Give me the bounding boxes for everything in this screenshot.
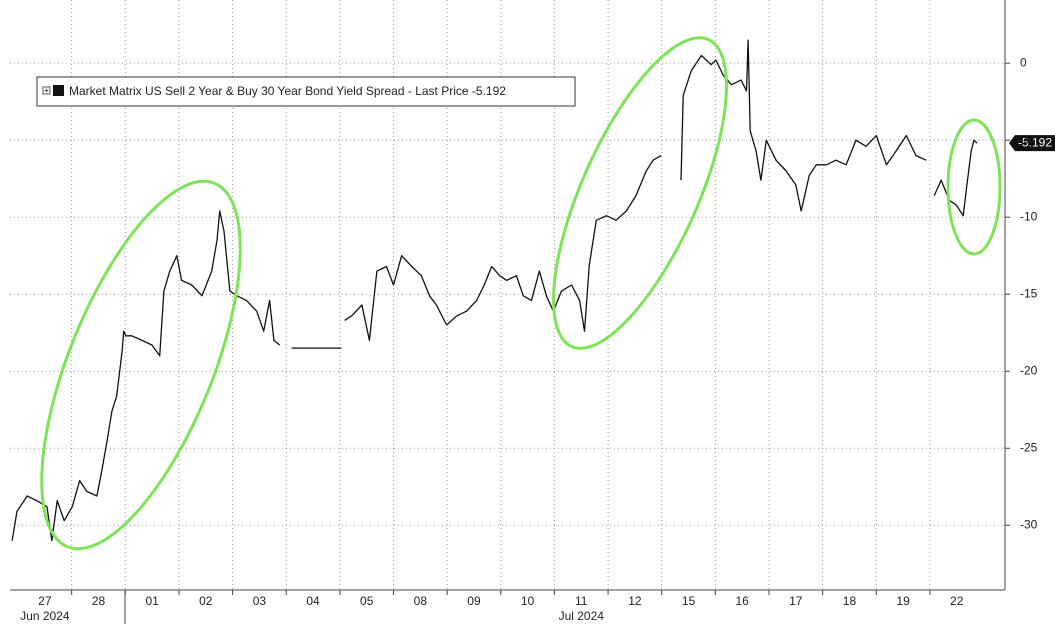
y-tick-label: -20 bbox=[1020, 363, 1038, 377]
x-tick-label: 03 bbox=[253, 594, 267, 608]
x-tick-label: 02 bbox=[199, 594, 213, 608]
highlight-ellipse bbox=[552, 36, 728, 350]
last-price-tag: -5.192 bbox=[1009, 135, 1055, 152]
x-tick-label: 17 bbox=[789, 594, 803, 608]
y-tick-label: -10 bbox=[1020, 209, 1038, 223]
x-tick-label: 18 bbox=[843, 594, 857, 608]
highlight-ellipse bbox=[40, 179, 242, 551]
last-price-marker bbox=[1009, 135, 1055, 152]
x-tick-label: 05 bbox=[360, 594, 374, 608]
x-tick-label: 16 bbox=[735, 594, 749, 608]
x-tick-label: 12 bbox=[628, 594, 642, 608]
x-tick-label: 04 bbox=[306, 594, 320, 608]
x-tick-label: 28 bbox=[92, 594, 106, 608]
x-tick-label: 19 bbox=[896, 594, 910, 608]
x-group-label: Jul 2024 bbox=[559, 609, 605, 623]
y-tick-label: -25 bbox=[1020, 440, 1038, 454]
x-tick-label: 15 bbox=[682, 594, 696, 608]
y-tick-label: -30 bbox=[1020, 517, 1038, 531]
plot bbox=[11, 39, 978, 542]
legend-last-price: -5.192 bbox=[472, 84, 506, 98]
x-tick-label: 11 bbox=[575, 594, 588, 608]
series-line bbox=[11, 39, 978, 542]
legend-box bbox=[36, 76, 576, 107]
legend-series-name: Market Matrix US Sell 2 Year & Buy 30 Ye… bbox=[69, 84, 469, 98]
legend-swatch bbox=[53, 85, 64, 96]
x-tick-label: 27 bbox=[38, 594, 52, 608]
x-tick-label: 10 bbox=[521, 594, 535, 608]
y-tick-label: -15 bbox=[1020, 286, 1038, 300]
legend-label: Market Matrix US Sell 2 Year & Buy 30 Ye… bbox=[69, 84, 506, 98]
x-group-label: Jun 2024 bbox=[20, 609, 70, 623]
x-tick-label: 09 bbox=[467, 594, 481, 608]
y-tick-label: 0 bbox=[1020, 55, 1027, 69]
x-tick-label: 01 bbox=[145, 594, 159, 608]
x-tick-label: 08 bbox=[414, 594, 428, 608]
y-tick-label: -5 bbox=[1020, 132, 1031, 146]
legend: Market Matrix US Sell 2 Year & Buy 30 Ye… bbox=[36, 76, 576, 107]
highlight-ellipse bbox=[946, 118, 1002, 256]
x-tick-label: 22 bbox=[950, 594, 964, 608]
last-price-label: -5.192 bbox=[1018, 135, 1052, 149]
